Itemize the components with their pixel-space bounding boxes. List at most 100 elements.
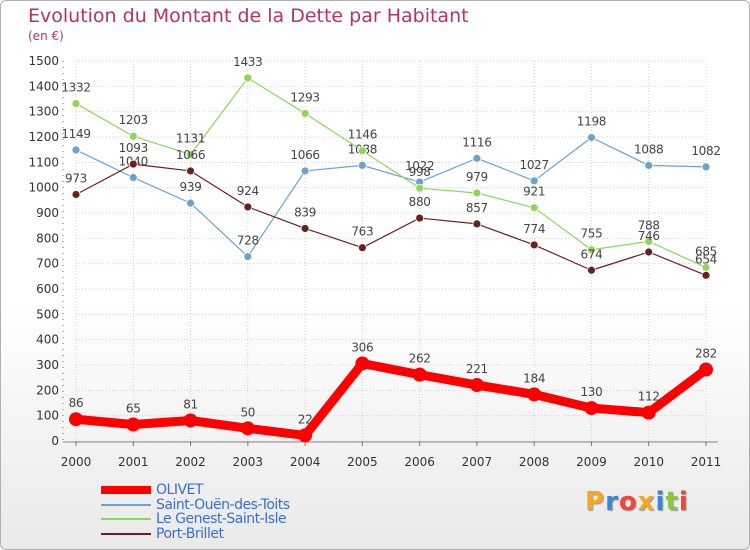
- data-label: 112: [638, 390, 660, 404]
- data-point: [529, 176, 539, 186]
- data-label: 1082: [691, 144, 720, 158]
- data-label: 1027: [520, 158, 549, 172]
- data-point: [357, 160, 367, 170]
- y-tick-label: 100: [36, 409, 59, 423]
- data-label: 22: [298, 412, 313, 426]
- data-label: 1293: [290, 90, 319, 104]
- data-point: [243, 252, 253, 261]
- data-label: 979: [466, 170, 488, 184]
- x-tick-label: 2006: [404, 455, 435, 469]
- x-tick-label: 2002: [175, 455, 206, 469]
- data-label: 1332: [61, 81, 90, 95]
- series-line: [75, 77, 707, 269]
- series-olivet: 86 65 81 50 22 306 262 221 184 130 112 282: [69, 340, 717, 443]
- data-point: [412, 367, 427, 382]
- data-point: [644, 160, 654, 170]
- y-tick-label: 500: [36, 307, 59, 321]
- y-tick-label: 300: [36, 358, 59, 372]
- legend-swatch: [101, 518, 151, 520]
- data-point: [584, 401, 599, 416]
- data-point: [701, 162, 711, 172]
- data-label: 50: [240, 405, 255, 419]
- x-tick-label: 2008: [519, 455, 550, 469]
- data-label: 774: [523, 222, 545, 236]
- data-point: [300, 109, 310, 118]
- data-label: 857: [466, 201, 488, 215]
- data-point: [69, 412, 83, 427]
- logo-letter: t: [665, 487, 679, 517]
- data-label: 262: [409, 352, 431, 366]
- data-point: [529, 203, 539, 213]
- series-line: [71, 358, 711, 440]
- data-point: [298, 428, 313, 443]
- legend-label: Port-Brillet: [156, 525, 224, 542]
- logo-letter: x: [637, 487, 656, 517]
- legend-label: OLIVET: [156, 482, 203, 498]
- data-label: 130: [580, 385, 602, 399]
- legend-label: Saint-Ouën-des-Toits: [156, 496, 290, 513]
- y-tick-label: 900: [36, 206, 59, 220]
- chart-title: Evolution du Montant de la Dette par Hab…: [28, 5, 469, 27]
- y-tick-label: 200: [36, 383, 59, 397]
- data-label: 1433: [233, 55, 262, 69]
- data-point: [240, 421, 255, 436]
- data-label: 839: [294, 205, 316, 219]
- data-label: 1066: [290, 148, 319, 162]
- x-tick-label: 2003: [233, 455, 264, 469]
- data-point: [644, 247, 654, 257]
- data-point: [701, 270, 711, 280]
- series-saint-ou-n-des-toits: 1149104093972810661088102211161027119810…: [61, 115, 721, 261]
- data-label: 924: [237, 184, 259, 198]
- data-label: 282: [695, 347, 717, 361]
- data-label: 788: [638, 218, 660, 232]
- data-point: [128, 159, 138, 169]
- data-point: [641, 405, 656, 420]
- data-point: [699, 362, 713, 377]
- data-label: 1131: [176, 131, 205, 145]
- data-label: 1146: [348, 128, 377, 142]
- logo-letter: i: [655, 487, 666, 517]
- data-label: 728: [237, 234, 259, 248]
- y-tick-label: 400: [36, 333, 59, 347]
- x-tick-label: 2005: [347, 455, 378, 469]
- legend-swatch: [101, 503, 151, 506]
- data-label: 880: [409, 195, 431, 209]
- y-tick-label: 0: [51, 434, 59, 448]
- x-tick-label: 2000: [61, 455, 92, 469]
- data-point: [357, 243, 367, 253]
- logo-letter: i: [678, 487, 689, 517]
- data-point: [243, 73, 253, 83]
- data-point: [300, 166, 310, 176]
- data-point: [357, 146, 367, 156]
- data-point: [644, 236, 654, 246]
- x-tick-label: 2010: [633, 455, 664, 469]
- data-point: [243, 202, 253, 212]
- data-point: [300, 224, 310, 233]
- chart-subtitle: (en €): [28, 29, 64, 43]
- data-point: [587, 245, 596, 255]
- data-label: 763: [351, 225, 373, 239]
- data-label: 685: [695, 244, 717, 258]
- data-point: [415, 213, 425, 223]
- data-point: [527, 387, 542, 402]
- x-tick-label: 2007: [462, 455, 493, 469]
- data-label: 1022: [405, 159, 434, 173]
- data-label: 746: [638, 229, 660, 243]
- data-label: 306: [351, 340, 373, 354]
- data-point: [587, 133, 596, 142]
- legend-swatch: [101, 486, 151, 494]
- data-point: [186, 150, 195, 159]
- series-port-brillet: 973 1093 1066 924 839 763 880 857 774 674 746 654: [65, 141, 717, 280]
- data-point: [126, 417, 141, 432]
- logo-letter: r: [605, 487, 619, 517]
- data-label: 1198: [577, 115, 606, 129]
- y-tick-label: 1000: [28, 181, 59, 195]
- data-label: 1093: [119, 141, 148, 155]
- series-line: [75, 163, 707, 276]
- data-label: 65: [126, 402, 141, 416]
- data-point: [415, 183, 425, 193]
- x-tick-label: 2004: [290, 455, 321, 469]
- y-tick-label: 1100: [28, 155, 59, 169]
